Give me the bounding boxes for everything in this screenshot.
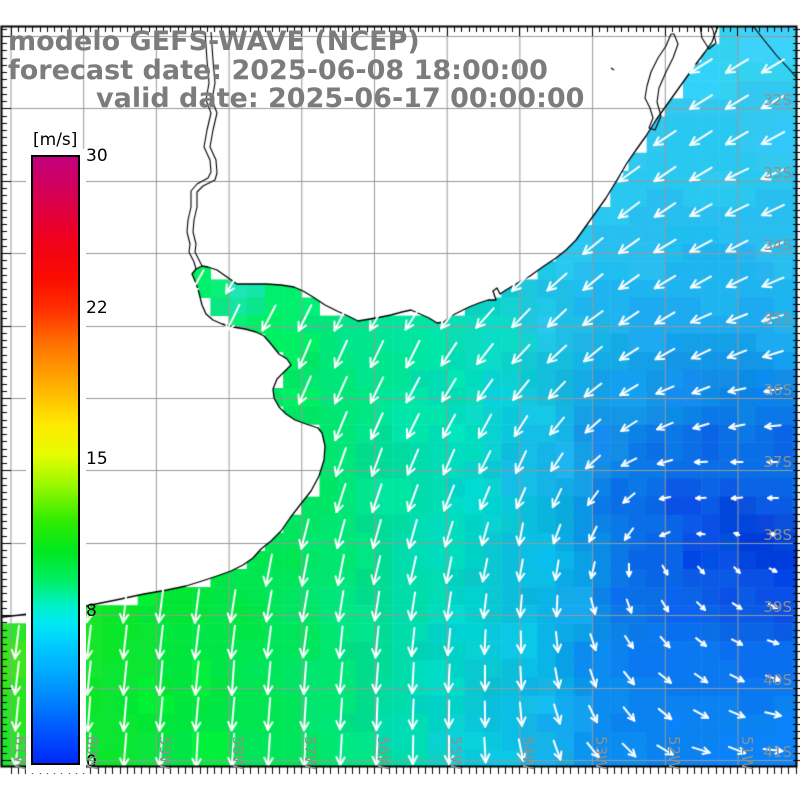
lat-label: 35S: [763, 308, 792, 327]
lon-label: 52W: [664, 736, 683, 770]
colorbar-tick-label: 15: [86, 449, 108, 469]
colorbar-tick-label: 22: [86, 297, 108, 318]
lat-label: 37S: [763, 453, 792, 472]
lat-label: 39S: [763, 598, 792, 617]
colorbar-tick-label: 30: [86, 146, 108, 166]
lon-label: 55W: [446, 736, 465, 770]
lon-label: 59W: [155, 736, 174, 770]
title-forecast-date-line: forecast date: 2025-06-08 18:00:00: [8, 55, 548, 86]
lat-label: 32S: [763, 91, 792, 110]
colorbar-gradient: [31, 155, 80, 765]
lat-label: 40S: [763, 670, 792, 689]
lat-label: 38S: [763, 525, 792, 544]
title-valid-date-line: valid date: 2025-06-17 00:00:00: [96, 83, 585, 114]
colorbar-tick-label: 8: [86, 600, 97, 621]
lon-label: 53W: [592, 736, 611, 770]
lon-label: 51W: [737, 736, 756, 770]
lat-label: 33S: [763, 163, 792, 182]
lon-label: 54W: [519, 736, 538, 770]
lat-label: 36S: [763, 381, 792, 399]
colorbar-tick-label: 0: [86, 752, 97, 772]
lon-label: 60W: [83, 736, 102, 770]
title-model-line: modelo GEFS-WAVE (NCEP): [8, 26, 420, 57]
lat-label: 41S: [763, 743, 792, 761]
lon-label: 61W: [10, 736, 29, 770]
colorbar-unit-label: [m/s]: [33, 130, 78, 150]
lon-label: 57W: [301, 736, 320, 770]
lat-label: 34S: [763, 236, 792, 255]
lon-label: 58W: [228, 736, 247, 770]
lon-label: 56W: [374, 736, 392, 770]
